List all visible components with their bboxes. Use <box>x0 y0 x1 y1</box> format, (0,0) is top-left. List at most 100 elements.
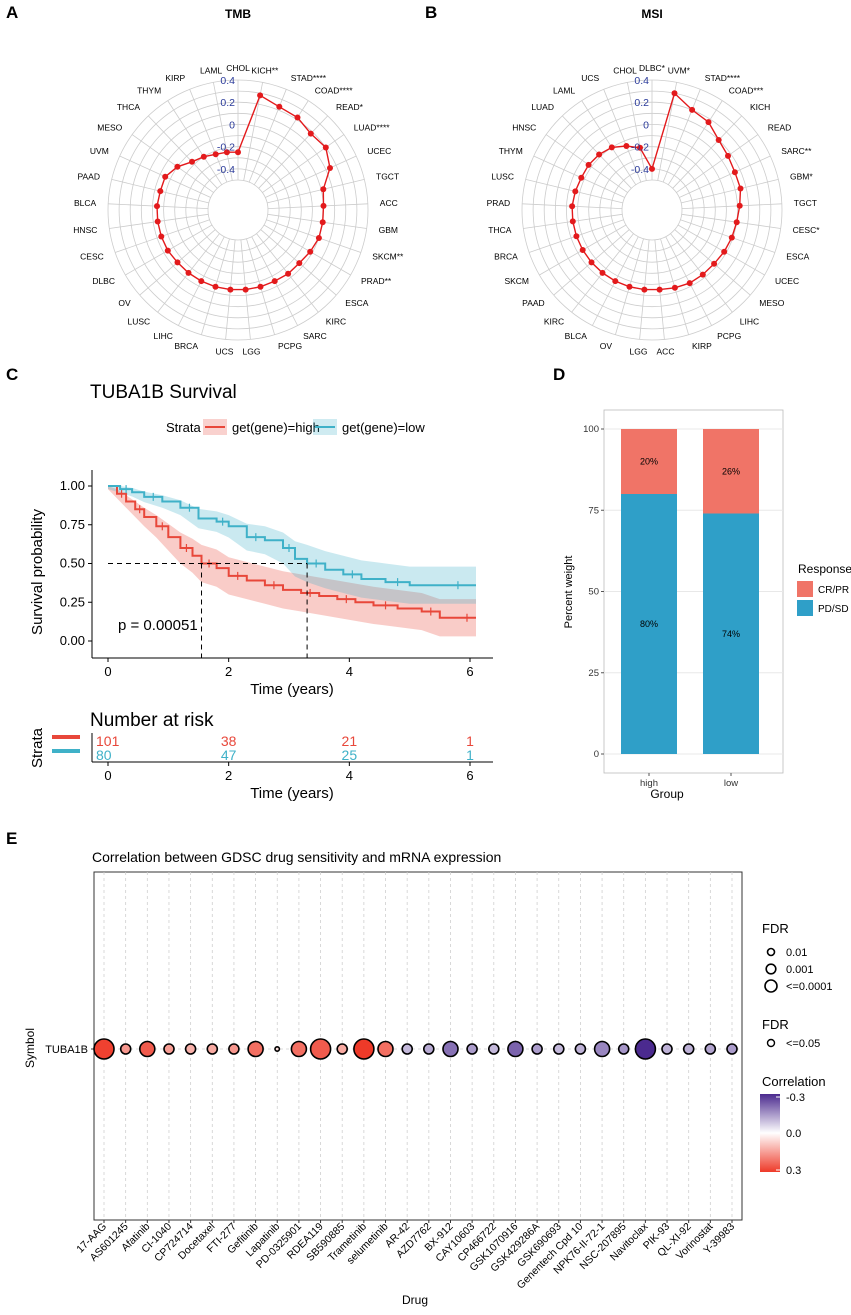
radar-spoke-tmb <box>148 115 218 189</box>
dot-drug-point <box>661 1043 673 1055</box>
panel-label-b: B <box>425 3 437 22</box>
radar-spoke-tmb <box>267 213 367 229</box>
radar-category-label-tmb: GBM <box>379 225 398 235</box>
radar-category-label-msi: BLCA <box>565 331 588 341</box>
survival-title: TUBA1B Survival <box>90 382 237 403</box>
radar-point-msi <box>736 202 743 209</box>
radar-point-msi <box>637 144 643 151</box>
radar-radial-tick-msi: 0.2 <box>634 97 649 109</box>
radar-category-label-tmb: THCA <box>117 102 140 112</box>
radar-category-label-msi: GBM* <box>790 172 813 182</box>
survival-legend-low: get(gene)=low <box>342 420 425 435</box>
dot-color-tick-label: -0.3 <box>786 1092 805 1104</box>
radar-spoke-tmb <box>253 100 309 186</box>
dot-drug-point <box>442 1040 459 1058</box>
dot-legend-color-title: Correlation <box>762 1074 826 1089</box>
risk-count-high: 38 <box>221 733 237 749</box>
radar-radial-tick-msi: -0.4 <box>631 164 649 176</box>
risk-table-xlabel: Time (years) <box>250 785 334 802</box>
radar-spoke-tmb <box>189 89 228 183</box>
dot-drug-point <box>682 1043 695 1055</box>
dot-drug-point <box>507 1040 524 1058</box>
survival-ci-band-high <box>108 486 476 637</box>
radar-spoke-tmb <box>266 219 362 253</box>
radar-radial-tick-tmb: -0.2 <box>217 142 235 154</box>
radar-spoke-msi <box>679 155 771 198</box>
radar-category-label-msi: READ <box>768 123 792 133</box>
radar-category-label-msi: KIRP <box>692 341 712 351</box>
radar-category-label-tmb: ACC <box>380 198 398 208</box>
radar-spoke-msi <box>627 82 647 181</box>
survival-xlabel: Time (years) <box>250 681 334 698</box>
radar-category-label-tmb: UVM <box>90 146 109 156</box>
risk-table: Number at risk Strata Time (years) 0 1018… <box>29 710 493 802</box>
radar-category-label-tmb: PRAD** <box>361 276 392 286</box>
radar-spoke-msi <box>581 100 637 186</box>
radar-series-line-msi <box>571 92 742 291</box>
bar-segment-label: 20% <box>640 457 658 467</box>
risk-count-low: 47 <box>221 747 237 763</box>
radar-point-msi <box>569 203 576 210</box>
radar-point-msi <box>671 90 678 97</box>
dot-drug-point <box>290 1040 308 1058</box>
radar-radial-tick-tmb: -0.4 <box>217 164 235 176</box>
risk-table-x-tick-label: 4 <box>346 768 353 783</box>
panel-label-c: C <box>6 365 18 384</box>
radar-point-tmb <box>257 92 264 99</box>
dot-size-legend-label: 0.01 <box>786 947 807 959</box>
dot-drug-point <box>93 1038 115 1060</box>
radar-spoke-tmb <box>167 100 223 186</box>
radar-radial-tick-msi: 0 <box>643 119 649 131</box>
bar-segment-pd-sd <box>703 513 759 754</box>
radar-point-tmb <box>285 270 292 277</box>
radar-category-label-msi: TGCT <box>794 198 817 208</box>
radar-category-label-msi: THCA <box>488 225 511 235</box>
bar-y-tick-label: 0 <box>594 749 599 760</box>
radar-category-label-msi: PAAD <box>522 298 545 308</box>
dot-drug-point <box>574 1043 587 1055</box>
radar-category-label-msi: LGG <box>630 346 648 356</box>
radar-category-label-msi: LIHC <box>740 317 759 327</box>
dot-drug-point <box>247 1040 264 1058</box>
radar-point-msi <box>569 218 576 225</box>
radar-category-label-tmb: PAAD <box>77 172 100 182</box>
bar-y-tick-label: 75 <box>588 505 599 516</box>
dot-size-legend-label: 0.001 <box>786 964 814 976</box>
radar-point-tmb <box>174 163 181 170</box>
radar-point-tmb <box>242 286 249 293</box>
radar-point-msi <box>626 283 633 290</box>
radar-spoke-tmb <box>262 134 345 193</box>
radar-category-label-tmb: PCPG <box>278 341 302 351</box>
radar-point-tmb <box>227 286 234 293</box>
radar-point-tmb <box>315 235 322 241</box>
risk-table-x-tick-label: 2 <box>225 768 232 783</box>
dot-legend-fdr-circle <box>766 1038 776 1048</box>
radar-category-label-msi: COAD*** <box>729 86 764 96</box>
radar-category-label-tmb: READ* <box>336 102 364 112</box>
radar-spoke-tmb <box>267 203 368 209</box>
radar-category-label-msi: LUAD <box>531 102 554 112</box>
radar-category-label-msi: SARC** <box>781 146 812 156</box>
radar-category-label-msi: UCEC <box>775 276 799 286</box>
radar-category-label-tmb: CESC <box>80 251 104 261</box>
radar-point-tmb <box>212 283 219 290</box>
radar-category-label-tmb: THYM <box>137 86 161 96</box>
radar-category-label-tmb: KICH** <box>251 66 279 76</box>
dot-ylabel: Symbol <box>23 1028 37 1068</box>
radar-category-label-msi: KIRC <box>544 317 564 327</box>
dot-drug-point <box>353 1038 375 1060</box>
radar-point-msi <box>686 280 693 287</box>
radar-point-msi <box>572 188 579 195</box>
radar-spoke-tmb <box>258 115 328 189</box>
radar-category-label-tmb: HNSC <box>73 225 97 235</box>
radar-point-msi <box>733 219 740 226</box>
bar-segment-label: 26% <box>722 466 740 476</box>
dot-legend-fdr-title: FDR <box>762 1017 789 1032</box>
radar-point-tmb <box>154 218 161 225</box>
risk-count-high: 21 <box>342 733 358 749</box>
radar-point-msi <box>573 233 580 240</box>
dot-drug-point <box>309 1038 332 1060</box>
radar-point-tmb <box>294 114 301 121</box>
radar-spoke-msi <box>676 134 759 193</box>
radar-point-msi <box>689 106 696 113</box>
